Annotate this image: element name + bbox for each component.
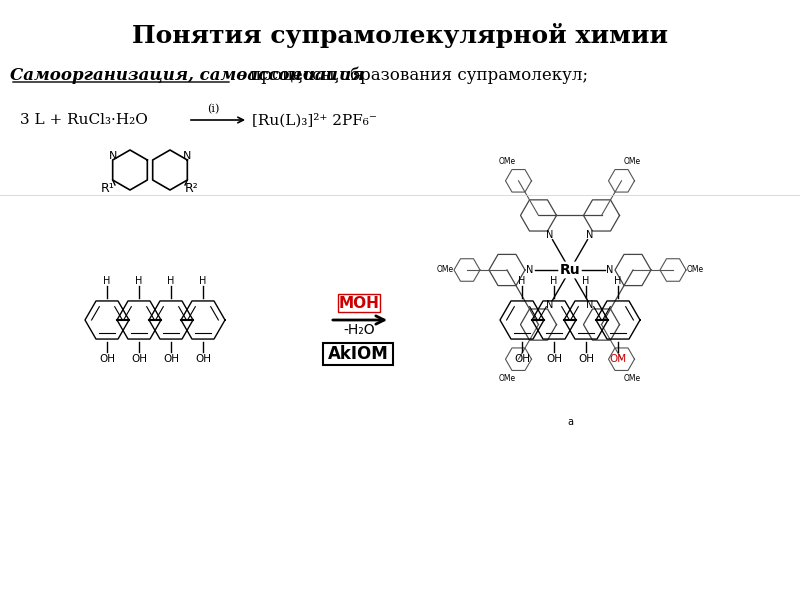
Text: Ru: Ru <box>560 263 580 277</box>
Text: H: H <box>582 276 590 286</box>
Text: H: H <box>550 276 558 286</box>
Text: OMe: OMe <box>624 374 641 383</box>
Text: OH: OH <box>514 354 530 364</box>
Text: H: H <box>135 276 142 286</box>
Text: a: a <box>567 417 573 427</box>
Text: Самоорганизация, самоассоциация: Самоорганизация, самоассоциация <box>10 67 365 83</box>
Text: R¹: R¹ <box>101 181 115 194</box>
Text: [Ru(L)₃]²⁺ 2PF₆⁻: [Ru(L)₃]²⁺ 2PF₆⁻ <box>252 113 377 127</box>
Text: OH: OH <box>163 354 179 364</box>
Text: - процессы образования супрамолекул;: - процессы образования супрамолекул; <box>234 66 588 84</box>
Text: Понятия супрамолекулярной химии: Понятия супрамолекулярной химии <box>132 22 668 47</box>
Text: N: N <box>606 265 614 275</box>
Text: OH: OH <box>99 354 115 364</box>
Text: OH: OH <box>578 354 594 364</box>
Bar <box>338 294 380 312</box>
Text: N: N <box>183 151 191 161</box>
Text: OMe: OMe <box>686 265 703 275</box>
Text: OH: OH <box>546 354 562 364</box>
Text: OH: OH <box>131 354 147 364</box>
Bar <box>323 343 393 365</box>
Text: N: N <box>546 230 554 241</box>
Text: H: H <box>518 276 526 286</box>
Text: R²: R² <box>185 181 199 194</box>
Text: OMe: OMe <box>499 157 516 166</box>
Text: OMe: OMe <box>437 265 454 275</box>
Text: MOH: MOH <box>338 295 379 311</box>
Text: H: H <box>199 276 206 286</box>
Text: H: H <box>614 276 622 286</box>
Text: H: H <box>103 276 110 286</box>
Text: OMe: OMe <box>499 374 516 383</box>
Text: OM: OM <box>610 354 626 364</box>
Text: (i): (i) <box>207 104 219 114</box>
Text: N: N <box>109 151 117 161</box>
Text: 3 L + RuCl₃·H₂O: 3 L + RuCl₃·H₂O <box>20 113 148 127</box>
Text: H: H <box>167 276 174 286</box>
Text: N: N <box>526 265 534 275</box>
Text: N: N <box>586 299 594 310</box>
Text: -H₂O: -H₂O <box>343 323 375 337</box>
Text: OH: OH <box>195 354 211 364</box>
Text: N: N <box>546 299 554 310</box>
Text: AkIOM: AkIOM <box>328 345 388 363</box>
Text: N: N <box>586 230 594 241</box>
Text: OMe: OMe <box>624 157 641 166</box>
